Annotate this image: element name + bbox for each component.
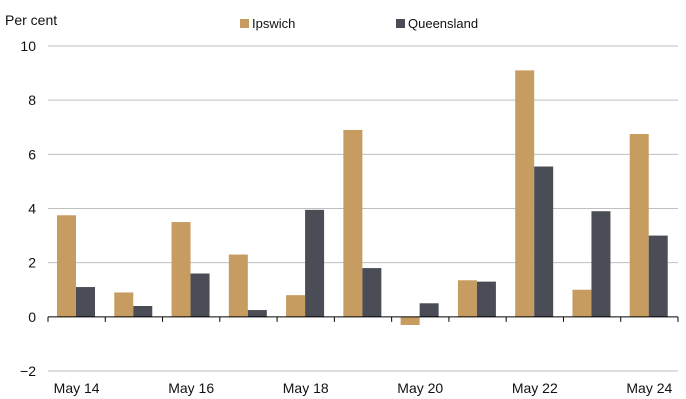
x-tick-label: May 20 — [397, 380, 443, 396]
bars — [57, 70, 668, 325]
bar-ipswich — [400, 316, 420, 325]
bar-queensland — [419, 303, 439, 317]
bar-queensland — [305, 209, 325, 317]
legend: Ipswich Queensland — [240, 16, 478, 31]
y-axis-ticks: −2 0 2 4 6 8 10 — [20, 38, 36, 379]
y-tick-label: 2 — [28, 255, 36, 271]
bar-queensland — [362, 268, 382, 317]
bar-ipswich — [228, 254, 248, 317]
bar-ipswich — [57, 215, 76, 317]
x-tick-label: May 22 — [512, 380, 558, 396]
bar-queensland — [190, 273, 210, 317]
bar-queensland — [591, 211, 611, 317]
bar-ipswich — [515, 70, 535, 317]
y-axis-unit-label: Per cent — [5, 12, 57, 28]
x-axis-tick-labels: May 14 May 16 May 18 May 20 May 22 May 24 — [54, 380, 673, 396]
gridlines — [48, 45, 678, 372]
y-tick-label: −2 — [20, 363, 36, 379]
bar-ipswich — [572, 289, 592, 317]
x-axis-tick-marks — [47, 316, 679, 322]
y-tick-label: 6 — [28, 146, 36, 162]
y-tick-label: 0 — [28, 309, 36, 325]
y-tick-label: 10 — [20, 38, 36, 54]
legend-swatch-queensland — [396, 19, 405, 28]
legend-label-ipswich: Ipswich — [252, 16, 295, 31]
bar-queensland — [247, 310, 267, 317]
bar-ipswich — [457, 280, 477, 317]
x-tick-label: May 14 — [54, 380, 100, 396]
bar-queensland — [476, 281, 496, 317]
bar-ipswich — [286, 295, 306, 317]
bar-ipswich — [114, 292, 134, 317]
bar-ipswich — [629, 134, 649, 317]
y-tick-label: 8 — [28, 92, 36, 108]
bar-ipswich — [171, 222, 191, 317]
bar-queensland — [534, 166, 554, 317]
y-tick-label: 4 — [28, 201, 36, 217]
bar-ipswich — [343, 129, 363, 317]
x-tick-label: May 24 — [626, 380, 672, 396]
bar-queensland — [648, 235, 668, 317]
legend-swatch-ipswich — [240, 19, 249, 28]
bar-queensland — [76, 287, 95, 317]
x-tick-label: May 18 — [283, 380, 329, 396]
legend-label-queensland: Queensland — [408, 16, 478, 31]
bar-queensland — [133, 306, 153, 317]
x-tick-label: May 16 — [168, 380, 214, 396]
